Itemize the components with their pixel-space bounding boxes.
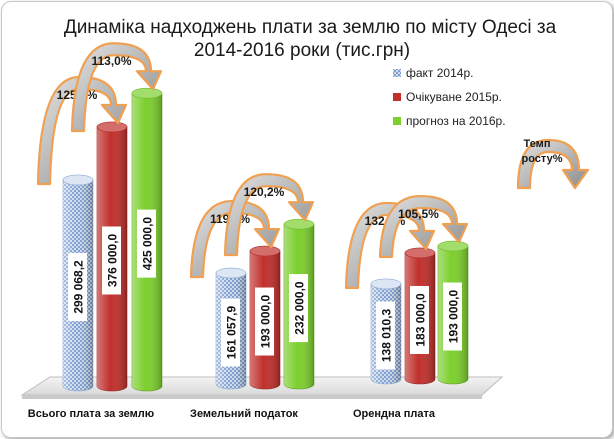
value-label-text: 299 068,2 bbox=[72, 260, 86, 314]
legend: факт 2014р. Очікуване 2015р. прогноз на 20… bbox=[393, 66, 506, 128]
growth-arrow-shape bbox=[70, 42, 163, 133]
legend-label: факт 2014р. bbox=[406, 66, 473, 80]
bar-1-1: 299 068,2 bbox=[62, 174, 94, 392]
value-label: 161 057,9 bbox=[221, 298, 240, 367]
value-label: 376 000,0 bbox=[102, 226, 121, 295]
growth-rate-legend-label-2: росту% bbox=[522, 153, 563, 165]
value-label-box bbox=[410, 285, 429, 354]
bar-top-cap bbox=[249, 245, 281, 257]
chart-title-line-1: Динаміка надходжень плати за землю по мі… bbox=[64, 17, 557, 38]
value-label-text: 161 057,9 bbox=[225, 306, 239, 360]
growth-arrow-shape bbox=[378, 194, 469, 259]
value-label-box bbox=[221, 298, 240, 367]
legend-item-2: Очікуване 2015р. bbox=[393, 90, 502, 104]
value-label-box bbox=[68, 252, 87, 321]
bar-series-group: 299 068,2 376 000,0 425 000,0 161 057,9 193 … bbox=[62, 87, 469, 392]
legend-label: прогноз на 2016р. bbox=[406, 114, 506, 128]
bar-top-cap bbox=[404, 247, 436, 259]
value-label: 232 000,0 bbox=[289, 274, 308, 343]
legend-item-3: прогноз на 2016р. bbox=[393, 114, 506, 128]
value-label-text: 193 000,0 bbox=[447, 290, 461, 344]
value-label-text: 376 000,0 bbox=[106, 233, 120, 287]
value-label-text: 138 010,3 bbox=[380, 308, 394, 362]
bar-top-cap bbox=[437, 240, 469, 252]
value-label-text: 425 000,0 bbox=[141, 217, 155, 271]
growth-arrow-shape bbox=[223, 173, 315, 257]
value-label: 425 000,0 bbox=[137, 209, 156, 278]
bar-top-cap bbox=[62, 174, 94, 186]
value-label-box bbox=[255, 287, 274, 356]
value-label-box bbox=[289, 274, 308, 343]
category-label-1: Всього плата за землю bbox=[28, 408, 154, 420]
bar-top-cap bbox=[131, 87, 163, 99]
bar-2-3: 232 000,0 bbox=[283, 218, 315, 390]
category-label-3: Орендна плата bbox=[353, 408, 436, 420]
legend-label: Очікуване 2015р. bbox=[406, 90, 502, 104]
chart-floor-edge bbox=[22, 395, 482, 399]
bar-2-1: 161 057,9 bbox=[215, 267, 247, 390]
bar-top-cap bbox=[370, 278, 402, 290]
growth-rate-legend: Темп росту% bbox=[516, 138, 590, 190]
growth-rate-label: 120,2% bbox=[244, 185, 285, 199]
value-label: 193 000,0 bbox=[255, 287, 274, 356]
bar-top-cap bbox=[215, 267, 247, 279]
value-label: 138 010,3 bbox=[376, 301, 395, 370]
value-label-box bbox=[376, 301, 395, 370]
value-label-box bbox=[137, 209, 156, 278]
bar-top-cap bbox=[283, 218, 315, 230]
growth-arrow-4: 120,2% bbox=[223, 173, 315, 257]
growth-arrows-group: 125,7%113,0%119,8%120,2%132,6%105,5% bbox=[36, 42, 469, 290]
value-label-box bbox=[102, 226, 121, 295]
growth-rate-label: 113,0% bbox=[91, 54, 131, 68]
growth-arrow-2: 113,0% bbox=[70, 42, 163, 133]
bar-2-2: 193 000,0 bbox=[249, 245, 281, 390]
value-label: 193 000,0 bbox=[443, 282, 462, 351]
value-label: 299 068,2 bbox=[68, 252, 87, 321]
legend-swatch bbox=[393, 117, 401, 125]
category-axis-labels: Всього плата за землю Земельний податок Ор… bbox=[28, 408, 436, 420]
value-label-text: 232 000,0 bbox=[293, 281, 307, 335]
category-label-2: Земельний податок bbox=[190, 408, 298, 420]
legend-swatch bbox=[393, 69, 401, 77]
bar-3-2: 183 000,0 bbox=[404, 247, 436, 385]
growth-rate-legend-label-1: Темп bbox=[524, 138, 551, 150]
value-label-text: 183 000,0 bbox=[414, 293, 428, 347]
growth-arrow-shape bbox=[344, 201, 436, 290]
chart-title: Динаміка надходжень плати за землю по мі… bbox=[64, 17, 557, 61]
value-label-box bbox=[443, 282, 462, 351]
growth-rate-label: 105,5% bbox=[398, 207, 439, 221]
value-label-text: 193 000,0 bbox=[259, 295, 273, 349]
growth-arrow-shape bbox=[189, 199, 281, 279]
growth-rate-legend-arrow bbox=[516, 138, 590, 190]
bar-1-3: 425 000,0 bbox=[131, 87, 163, 392]
legend-item-1: факт 2014р. bbox=[393, 66, 473, 80]
bar-3-3: 193 000,0 bbox=[437, 240, 469, 385]
bar-3-1: 138 010,3 bbox=[370, 278, 402, 385]
growth-arrow-shape bbox=[36, 75, 128, 186]
value-label: 183 000,0 bbox=[410, 285, 429, 354]
bar-1-2: 376 000,0 bbox=[96, 121, 128, 392]
bar-top-cap bbox=[96, 121, 128, 133]
chart-title-line-2: 2014-2016 роки (тис.грн) bbox=[194, 40, 410, 61]
legend-swatch bbox=[393, 93, 401, 101]
growth-arrow-6: 105,5% bbox=[378, 194, 469, 259]
